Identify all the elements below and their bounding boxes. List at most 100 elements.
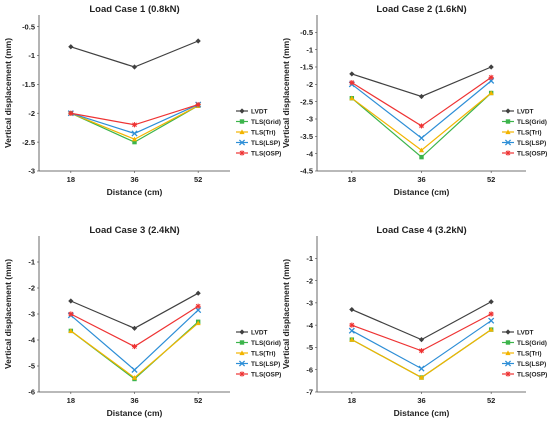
legend-label: TLS(Tri) bbox=[517, 350, 542, 357]
legend: LVDT TLS(Grid) TLS(Tri) TLS(LSP) TLS(OSP) bbox=[236, 108, 281, 157]
series-lvdt bbox=[68, 38, 201, 70]
series-line bbox=[351, 76, 492, 127]
x-tick-label: 18 bbox=[348, 175, 356, 184]
data-point bbox=[488, 311, 494, 317]
data-point bbox=[488, 317, 495, 324]
y-tick-label: -7 bbox=[306, 388, 313, 397]
legend-marker bbox=[238, 360, 246, 367]
series-tls-tri- bbox=[68, 320, 201, 380]
data-point bbox=[418, 93, 425, 100]
chart-title: Load Case 3 (2.4kN) bbox=[89, 225, 179, 236]
data-point bbox=[418, 365, 425, 372]
data-point bbox=[195, 320, 201, 326]
legend-marker bbox=[505, 150, 511, 156]
data-point bbox=[418, 147, 425, 153]
data-point bbox=[349, 306, 355, 313]
legend-label: LVDT bbox=[517, 108, 534, 115]
data-point bbox=[418, 374, 425, 380]
chart-panel-2: Load Case 2 (1.6kN) -0.5 -1 -1.5 -2 -2.5 -3 -3.… bbox=[281, 4, 547, 197]
legend-label: LVDT bbox=[251, 108, 268, 115]
y-tick-label: -4.5 bbox=[300, 167, 313, 176]
legend-marker bbox=[239, 129, 245, 135]
legend-label: LVDT bbox=[517, 329, 534, 336]
legend-marker bbox=[504, 139, 512, 146]
x-tick-label: 52 bbox=[487, 396, 495, 405]
data-point bbox=[418, 348, 425, 354]
x-axis-label: Distance (cm) bbox=[107, 408, 163, 418]
data-point bbox=[418, 337, 425, 343]
legend-label: TLS(OSP) bbox=[517, 150, 547, 157]
data-point bbox=[349, 80, 355, 86]
data-point bbox=[131, 343, 138, 350]
legend-marker bbox=[505, 329, 511, 335]
data-point bbox=[349, 337, 355, 342]
y-tick-label: -1 bbox=[306, 254, 313, 263]
legend-marker bbox=[505, 108, 511, 114]
legend-label: TLS(OSP) bbox=[251, 371, 281, 378]
legend-label: TLS(LSP) bbox=[251, 361, 280, 368]
legend-label: TLS(Grid) bbox=[517, 119, 547, 126]
legend-marker bbox=[239, 371, 245, 377]
y-tick-label: -1 bbox=[306, 45, 313, 54]
series-tls-lsp- bbox=[348, 77, 495, 142]
data-point bbox=[488, 327, 494, 332]
legend-label: TLS(OSP) bbox=[251, 150, 281, 157]
legend-marker bbox=[239, 340, 245, 345]
legend-marker bbox=[505, 129, 511, 135]
data-point bbox=[488, 74, 494, 80]
data-point bbox=[68, 328, 74, 333]
x-tick-label: 36 bbox=[130, 175, 138, 184]
data-point bbox=[195, 38, 201, 44]
data-point bbox=[131, 64, 138, 70]
series-tls-tri- bbox=[349, 90, 494, 153]
data-point bbox=[132, 139, 137, 145]
series-line bbox=[351, 313, 492, 352]
data-point bbox=[68, 311, 74, 317]
legend-marker bbox=[239, 329, 245, 335]
data-point bbox=[195, 101, 201, 108]
y-tick-label: -2 bbox=[28, 284, 35, 293]
data-point bbox=[488, 64, 494, 70]
y-axis-label: Vertical displacement (mm) bbox=[3, 38, 13, 148]
data-point bbox=[131, 136, 138, 142]
y-tick-label: -3.5 bbox=[300, 132, 313, 141]
y-tick-label: -4 bbox=[306, 321, 313, 330]
series-tls-lsp- bbox=[348, 317, 495, 372]
x-axis-label: Distance (cm) bbox=[394, 408, 450, 418]
legend-label: TLS(Tri) bbox=[251, 129, 276, 136]
legend-label: TLS(LSP) bbox=[517, 140, 546, 147]
data-point bbox=[419, 154, 424, 160]
series-lvdt bbox=[349, 64, 494, 100]
series-tls-osp- bbox=[68, 303, 201, 350]
x-axis-label: Distance (cm) bbox=[107, 187, 163, 197]
series-line bbox=[351, 92, 492, 151]
data-point bbox=[68, 298, 74, 304]
x-tick-label: 18 bbox=[67, 396, 75, 405]
data-point bbox=[68, 110, 74, 116]
series-line bbox=[351, 301, 492, 341]
chart-panel-1: Load Case 1 (0.8kN) -0.5 -1 -1.5 -2 -2.5 -3 18 3… bbox=[3, 4, 281, 197]
data-point bbox=[68, 44, 74, 50]
x-tick-label: 52 bbox=[194, 396, 202, 405]
x-tick-label: 36 bbox=[130, 396, 138, 405]
legend-marker bbox=[505, 340, 511, 345]
chart-panel-3: Load Case 3 (2.4kN) -1 -2 -3 -4 -5 -6 18 36 52 Dis… bbox=[3, 225, 281, 418]
legend-marker bbox=[238, 139, 246, 146]
data-point bbox=[131, 366, 138, 373]
series-line bbox=[351, 329, 492, 379]
y-tick-label: -2 bbox=[306, 276, 313, 285]
data-point bbox=[131, 122, 138, 128]
y-tick-label: -0.5 bbox=[300, 28, 313, 37]
series-lvdt bbox=[349, 299, 494, 343]
series-lvdt bbox=[68, 290, 201, 331]
series-tls-osp- bbox=[349, 311, 494, 354]
legend-label: LVDT bbox=[251, 329, 268, 336]
y-axis-label: Vertical displacement (mm) bbox=[281, 38, 291, 148]
legend-marker bbox=[239, 350, 245, 356]
x-tick-label: 52 bbox=[487, 175, 495, 184]
y-tick-label: -3 bbox=[306, 115, 313, 124]
series-tls-tri- bbox=[349, 327, 494, 380]
series-line bbox=[70, 104, 199, 135]
series-tls-lsp- bbox=[67, 101, 202, 137]
